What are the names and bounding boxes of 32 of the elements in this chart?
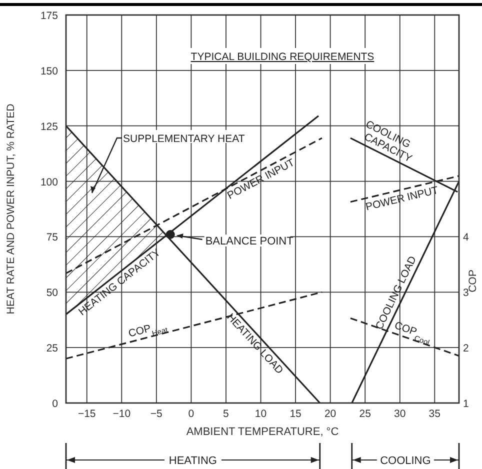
x-tick-label: 25: [359, 408, 372, 420]
y-tick-label: 25: [46, 342, 58, 355]
y-tick-label: 125: [40, 120, 58, 133]
x-tick-label: 20: [324, 408, 336, 420]
y-axis-title: HEAT RATE AND POWER INPUT, % RATED: [5, 103, 17, 314]
x-axis-title: AMBIENT TEMPERATURE, °C: [186, 426, 339, 438]
x-tick-label: −10: [112, 408, 131, 420]
y2-axis-title: COP: [467, 270, 479, 292]
text: POWER INPUT: [364, 184, 440, 214]
x-tick-label: −5: [150, 408, 163, 420]
x-tick-label: 35: [428, 408, 441, 420]
y2-tick-label: 3: [463, 287, 469, 300]
y2-tick-label: 4: [463, 232, 469, 244]
y-tick-label: 75: [46, 232, 58, 244]
x-tick-label: 15: [290, 408, 302, 420]
annotation: SUPPLEMENTARY HEAT: [123, 133, 246, 145]
x-tick-label: 10: [254, 408, 267, 420]
text: HEATING: [168, 455, 217, 467]
y-tick-label: 0: [52, 398, 58, 410]
x-tick-label: 0: [188, 408, 194, 420]
y-tick-label: 175: [40, 10, 58, 22]
y-tick-label: 150: [40, 65, 58, 78]
text: COOLING: [380, 455, 431, 467]
y2-tick-label: 2: [463, 342, 469, 355]
y2-tick-label: 1: [463, 398, 469, 410]
y-tick-label: 100: [40, 176, 58, 188]
x-tick-label: −15: [78, 408, 96, 420]
text: TYPICAL BUILDING REQUIREMENTS: [190, 51, 374, 63]
x-tick-label: 5: [223, 408, 230, 420]
annotation: BALANCE POINT: [205, 235, 294, 248]
x-tick-label: 30: [394, 408, 406, 420]
y-tick-label: 50: [46, 287, 58, 300]
